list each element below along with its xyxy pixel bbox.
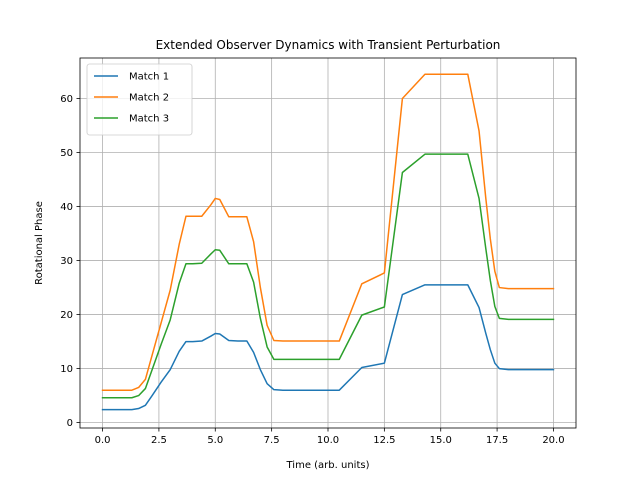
x-tick-label: 15.0 (430, 435, 452, 446)
x-tick-label: 0.0 (95, 435, 111, 446)
y-tick-label: 40 (60, 202, 73, 213)
series-lines (101, 73, 555, 411)
y-tick-label: 10 (60, 364, 73, 375)
chart-title: Extended Observer Dynamics with Transien… (156, 38, 501, 52)
x-tick-label: 17.5 (486, 435, 508, 446)
legend: Match 1 Match 2 Match 3 (86, 63, 193, 136)
y-tick-label: 50 (60, 148, 73, 159)
x-tick-label: 2.5 (151, 435, 167, 446)
y-axis-ticks: 0 10 20 30 40 50 60 (60, 94, 80, 429)
y-tick-label: 0 (67, 418, 73, 429)
series-line-match-1 (101, 284, 555, 411)
y-axis-label: Rotational Phase (34, 201, 45, 285)
x-axis-ticks: 0.0 2.5 5.0 7.5 10.0 12.5 15.0 17.5 20.0 (95, 428, 565, 446)
y-tick-label: 30 (60, 256, 73, 267)
legend-label: Match 3 (129, 114, 169, 125)
x-tick-label: 5.0 (207, 435, 223, 446)
x-axis-label: Time (arb. units) (286, 460, 370, 471)
series-line-match-3 (101, 153, 555, 399)
legend-label: Match 1 (129, 72, 169, 83)
legend-label: Match 2 (129, 93, 169, 104)
x-tick-label: 7.5 (264, 435, 280, 446)
x-tick-label: 20.0 (542, 435, 564, 446)
grid (80, 58, 576, 428)
y-tick-label: 20 (60, 310, 73, 321)
series-line-match-2 (101, 73, 555, 391)
y-tick-label: 60 (60, 94, 73, 105)
x-tick-label: 12.5 (373, 435, 395, 446)
x-tick-label: 10.0 (317, 435, 339, 446)
